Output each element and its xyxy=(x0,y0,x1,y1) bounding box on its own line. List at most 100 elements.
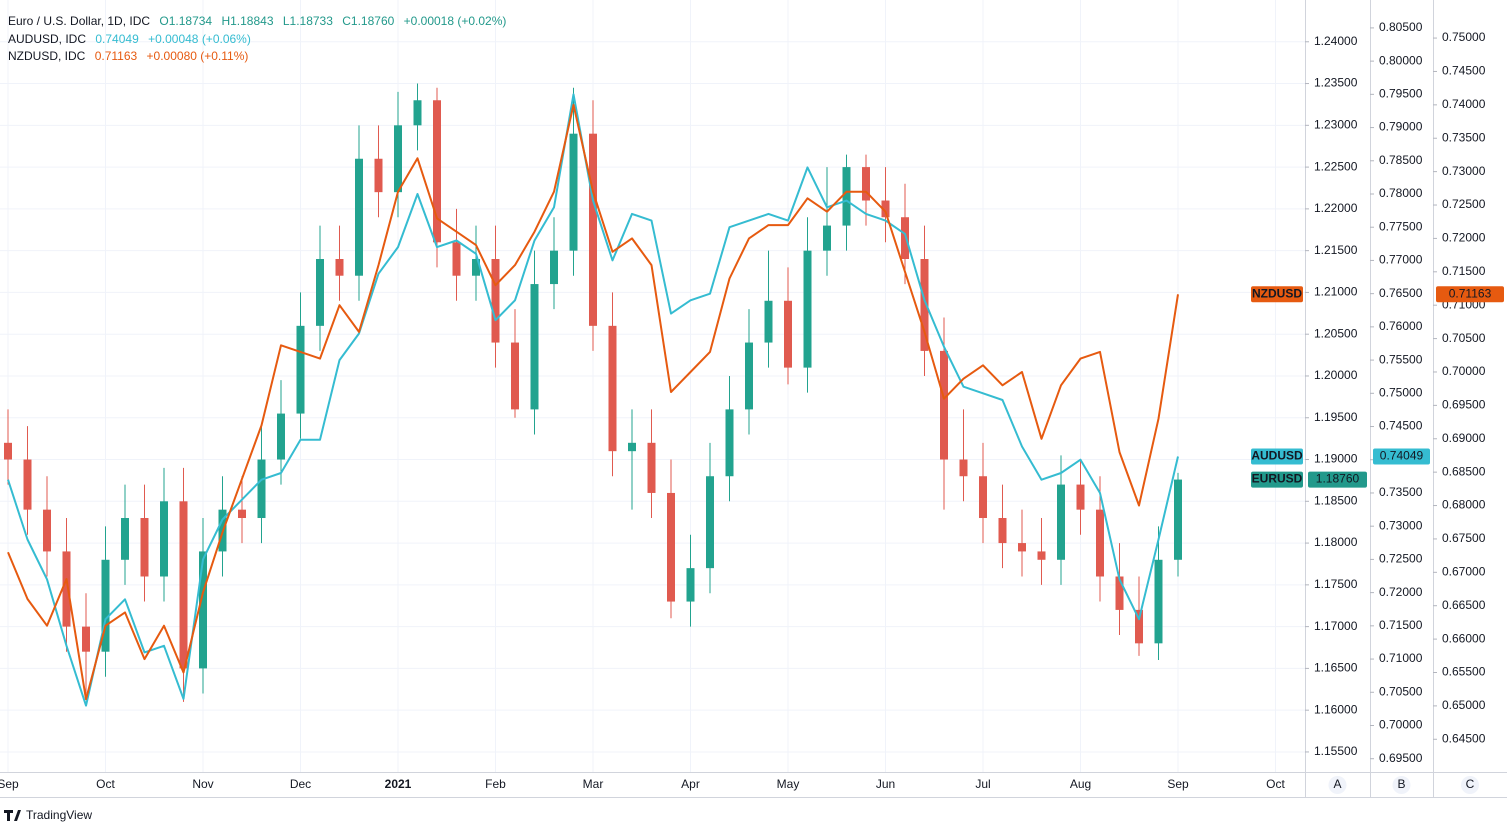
candle-body xyxy=(1135,609,1143,644)
price-tag-bg xyxy=(1373,448,1430,465)
y-tick-label: 1.19500 xyxy=(1314,410,1358,424)
candle-body xyxy=(823,225,831,251)
axis-button-bg xyxy=(1328,776,1347,794)
candle-body xyxy=(160,501,168,577)
axis-button-bg xyxy=(1392,776,1411,794)
y-tick-label: 1.20000 xyxy=(1314,368,1358,382)
y-tick-label: 1.23000 xyxy=(1314,117,1358,131)
y-tick-label: 0.73000 xyxy=(1442,164,1486,178)
y-tick-label: 0.70000 xyxy=(1379,718,1423,732)
legend-entry: AUDUSD, IDC xyxy=(8,32,86,46)
candle-body xyxy=(101,559,110,652)
axis-name: B xyxy=(1397,777,1405,791)
y-tick-label: 1.23500 xyxy=(1314,76,1358,90)
candle-body xyxy=(686,568,695,602)
y-tick-label: 0.79000 xyxy=(1379,120,1423,134)
candle-body xyxy=(920,259,929,351)
y-tick-label: 0.71500 xyxy=(1379,618,1423,632)
candle-body xyxy=(1174,479,1182,560)
candle-body xyxy=(199,551,207,669)
line-series xyxy=(7,93,1179,707)
price-tag: 0.71163 xyxy=(1449,286,1492,300)
candle-body xyxy=(335,259,344,276)
candle-body xyxy=(43,509,51,552)
candle-body xyxy=(667,492,675,602)
y-tick-label: 0.65500 xyxy=(1442,665,1486,679)
legend-row: NZDUSD, IDC 0.71163 +0.00080 (+0.11%) xyxy=(8,49,248,63)
header-value: H1.18843 xyxy=(221,14,273,28)
y-tick-label: 0.67500 xyxy=(1442,531,1486,545)
y-tick-label: 1.22500 xyxy=(1314,159,1358,173)
candle-body xyxy=(881,200,890,218)
axis-button-bg xyxy=(1461,776,1479,794)
candle-body xyxy=(394,125,402,193)
candle-body xyxy=(608,325,617,452)
y-tick-label: 0.80000 xyxy=(1379,53,1423,67)
candle-body xyxy=(784,300,792,368)
y-tick-label: 1.17500 xyxy=(1314,577,1358,591)
y-tick-label: 1.24000 xyxy=(1314,34,1358,48)
y-tick-label: 0.70500 xyxy=(1379,684,1423,698)
price-tag-name: EURUSD xyxy=(1252,472,1303,486)
y-tick-label: 0.75000 xyxy=(1379,385,1423,399)
candle-body xyxy=(706,476,714,569)
candle-body xyxy=(296,325,305,414)
candle-body xyxy=(1037,551,1046,560)
y-tick-label: 1.16500 xyxy=(1314,661,1358,675)
y-tick-label: 1.15500 xyxy=(1314,744,1358,758)
candle-body xyxy=(140,518,149,577)
x-tick-label: Mar xyxy=(583,777,604,791)
axis-name: C xyxy=(1466,777,1475,791)
y-tick-label: 0.76000 xyxy=(1379,319,1423,333)
price-tag-name-bg xyxy=(1251,448,1303,465)
x-tick-label: Jun xyxy=(876,777,895,791)
y-tick-label: 0.80500 xyxy=(1379,20,1423,34)
axis-name: A xyxy=(1333,777,1341,791)
y-tick-label: 0.74500 xyxy=(1379,419,1423,433)
candle-body xyxy=(979,476,987,519)
price-tag-name: NZDUSD xyxy=(1252,286,1302,300)
candle-body xyxy=(452,242,461,276)
candle-body xyxy=(4,442,12,460)
y-tick-label: 1.17000 xyxy=(1314,619,1358,633)
candle-body xyxy=(803,250,812,368)
x-tick-label: 2021 xyxy=(385,777,412,791)
candle-body xyxy=(628,442,636,452)
x-tick-label: Sep xyxy=(1167,777,1189,791)
legend-value: +0.00080 (+0.11%) xyxy=(147,49,249,63)
candle-body xyxy=(959,459,968,477)
candle-body xyxy=(745,342,753,410)
candle-body xyxy=(413,100,422,126)
y-tick-label: 0.67000 xyxy=(1442,564,1486,578)
candle-body xyxy=(1115,576,1124,610)
y-tick-label: 1.21500 xyxy=(1314,243,1358,257)
x-tick-label: Oct xyxy=(96,777,115,791)
y-tick-label: 1.21000 xyxy=(1314,285,1358,299)
candle-body xyxy=(491,259,500,343)
candle-body xyxy=(316,259,324,326)
y-tick-label: 0.72500 xyxy=(1379,552,1423,566)
candle-body xyxy=(901,217,909,260)
price-tag-bg xyxy=(1308,471,1367,488)
legend-entry: NZDUSD, IDC xyxy=(8,49,86,63)
y-tick-label: 0.70500 xyxy=(1442,331,1486,345)
y-tick-label: 0.76500 xyxy=(1379,286,1423,300)
line-series xyxy=(7,103,1179,701)
y-tick-label: 1.16000 xyxy=(1314,702,1358,716)
candle-body xyxy=(569,133,578,251)
price-tag-bg xyxy=(1436,286,1504,303)
y-tick-label: 0.64500 xyxy=(1442,731,1486,745)
candle-body xyxy=(1154,559,1163,644)
logo: TradingView xyxy=(4,808,92,822)
y-tick-label: 0.74000 xyxy=(1442,97,1486,111)
candle-body xyxy=(998,518,1007,544)
y-tick-label: 0.68000 xyxy=(1442,498,1486,512)
y-tick-label: 0.79500 xyxy=(1379,87,1423,101)
legend-value: +0.00048 (+0.06%) xyxy=(148,32,251,46)
candle-body xyxy=(355,158,363,276)
grid xyxy=(0,0,1305,772)
legend-row: AUDUSD, IDC 0.74049 +0.00048 (+0.06%) xyxy=(8,32,251,46)
axes: 1.15500 1.16000 1.16500 1.17000 1.17500 1.180… xyxy=(0,0,1507,798)
